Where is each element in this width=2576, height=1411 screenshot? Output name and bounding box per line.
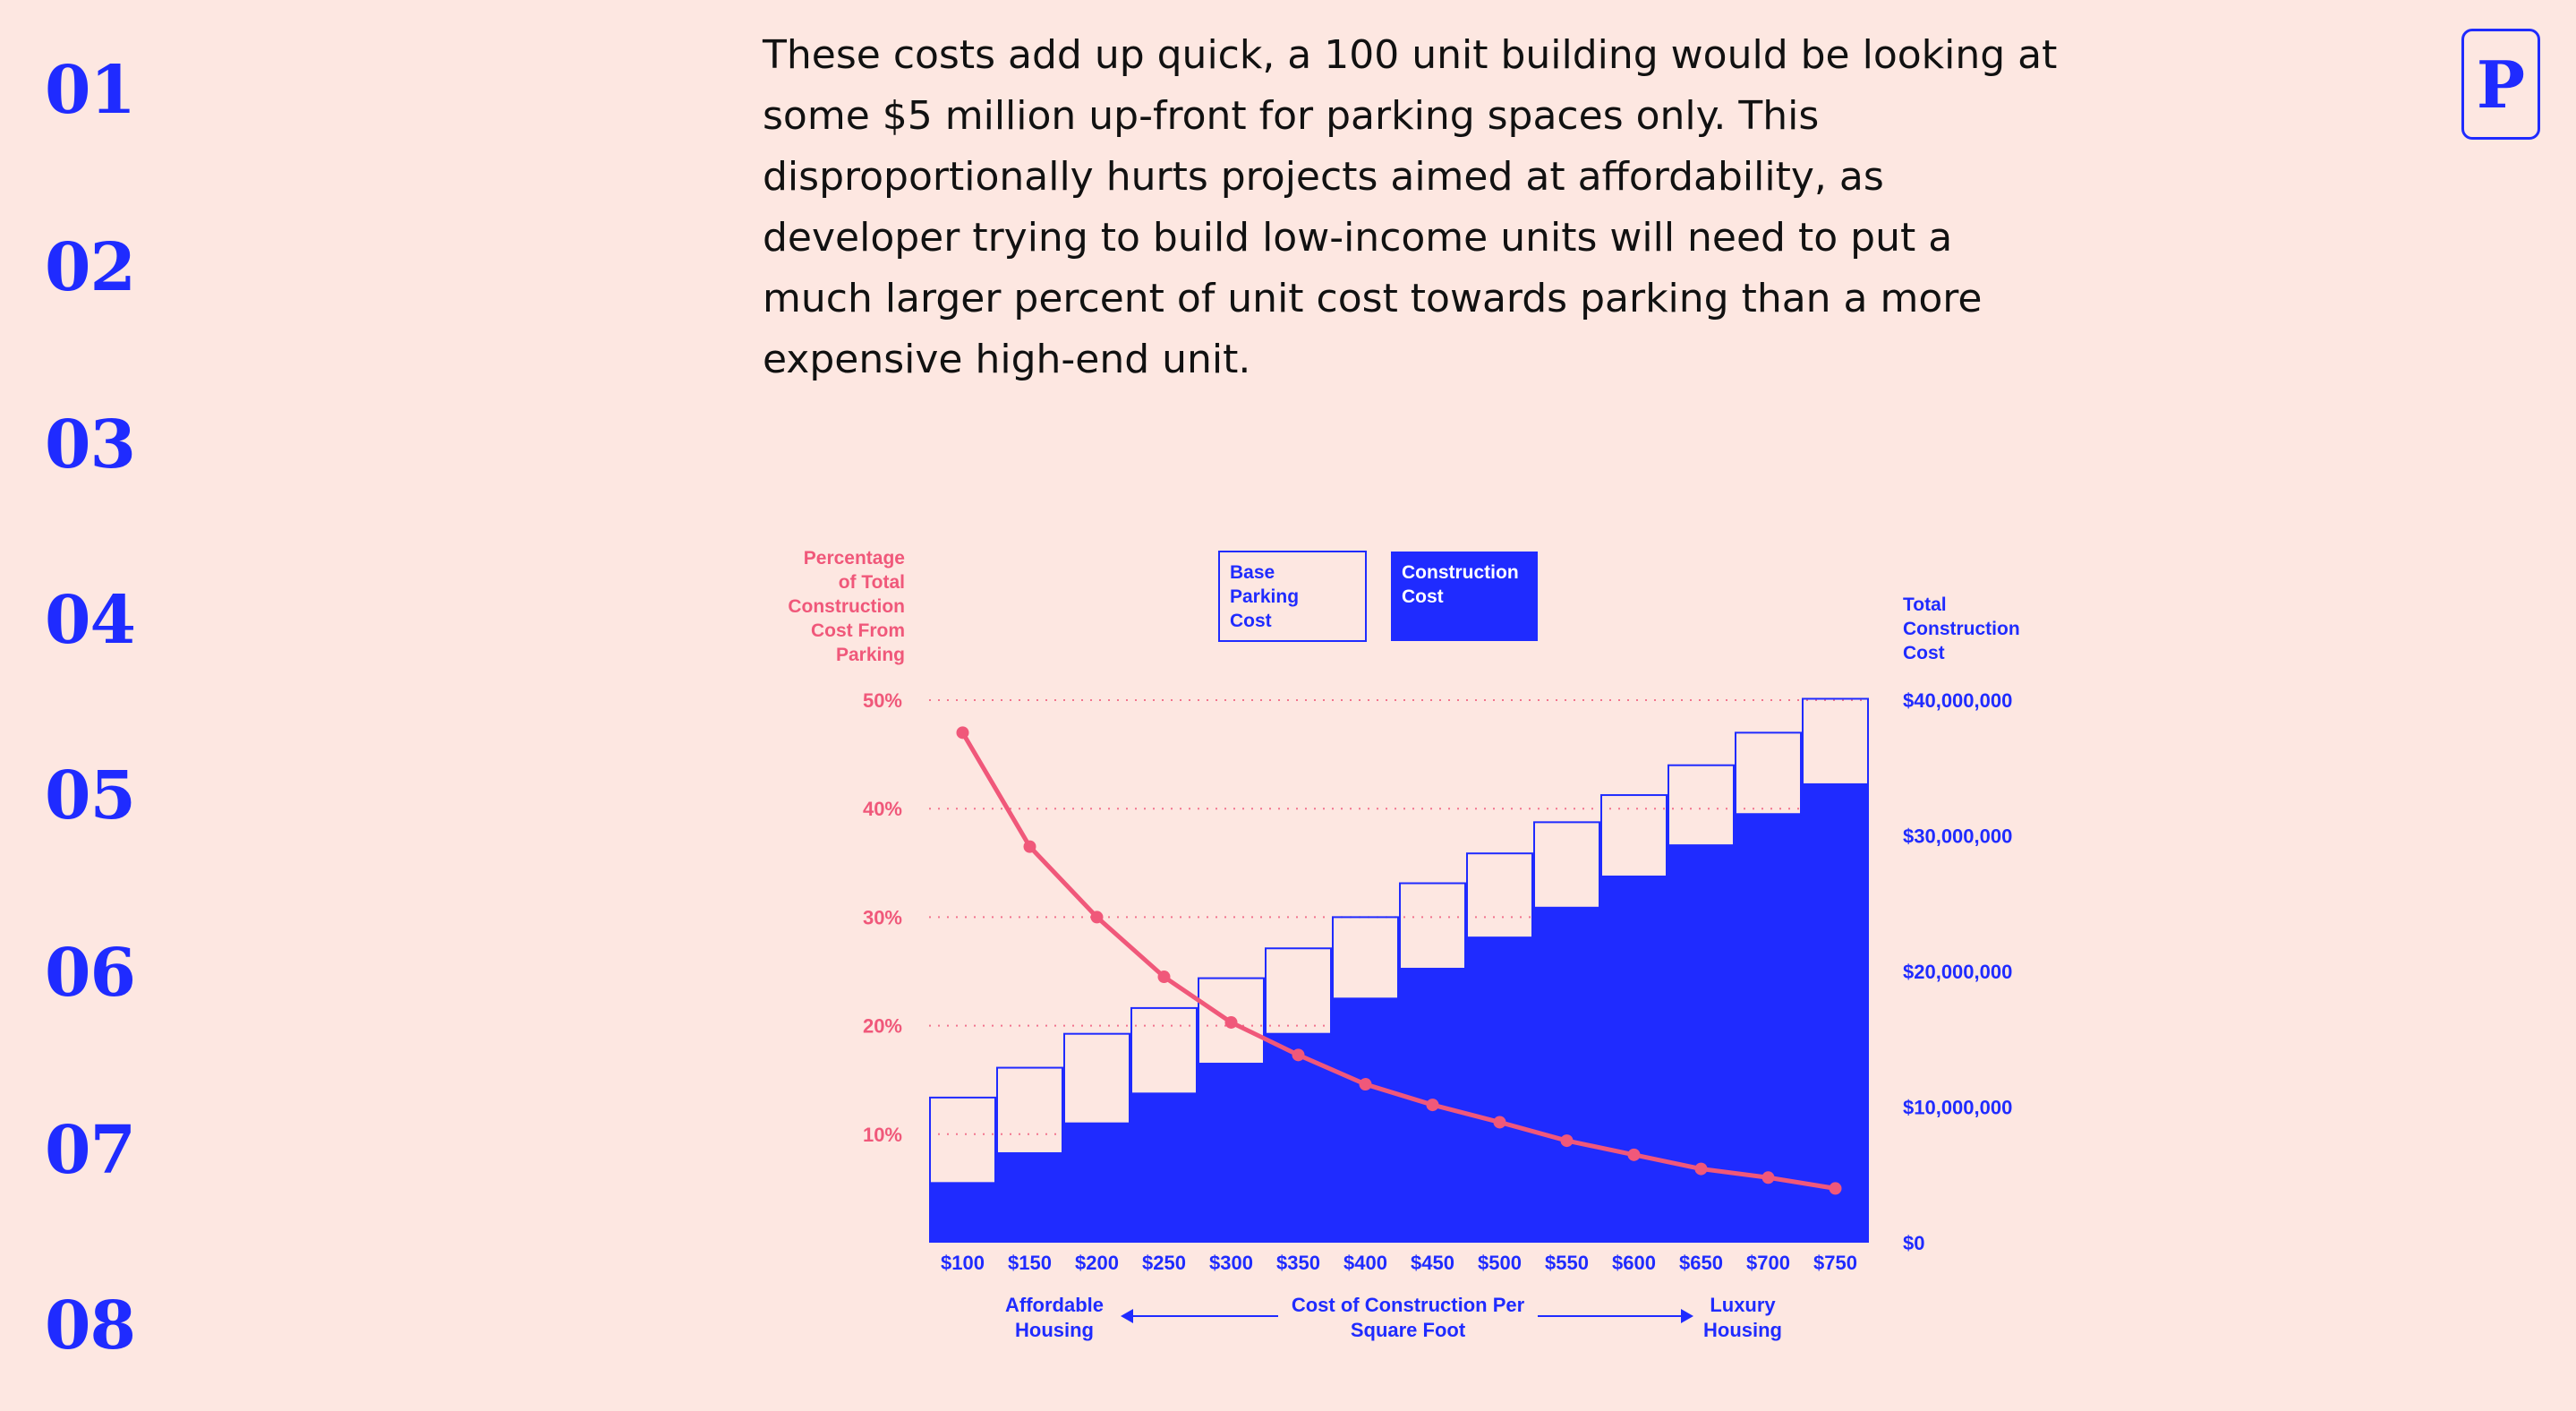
bar-construction-cost	[1063, 1123, 1130, 1243]
x-axis-tick-label: $100	[941, 1252, 985, 1274]
x-axis-tick-label: $700	[1746, 1252, 1790, 1274]
bar-base-parking-cost	[1332, 916, 1399, 1000]
right-axis-tick-label: $0	[1903, 1232, 1924, 1254]
percentage-point	[1157, 971, 1171, 984]
bar-construction-cost	[1600, 876, 1668, 1243]
bar-construction-cost	[1265, 1033, 1332, 1243]
x-axis-title: Cost of Construction Per Square Foot	[1292, 1294, 1525, 1341]
annotation-affordable-housing: Affordable Housing	[1005, 1294, 1104, 1341]
x-axis-tick-label: $600	[1612, 1252, 1656, 1274]
bar-base-parking-cost	[996, 1066, 1063, 1155]
bar-base-parking-cost	[1063, 1032, 1130, 1125]
right-axis-tick-label: $40,000,000	[1903, 689, 2012, 712]
percentage-point	[1224, 1015, 1238, 1029]
percentage-point	[1761, 1171, 1775, 1184]
nav-item-06[interactable]: 06	[45, 935, 136, 1012]
annotation-luxury-housing: Luxury Housing	[1703, 1294, 1782, 1341]
body-paragraph: These costs add up quick, a 100 unit bui…	[763, 32, 2058, 382]
bar-construction-cost	[1466, 937, 1533, 1243]
percentage-point	[1359, 1078, 1372, 1091]
bar-construction-cost	[1802, 783, 1869, 1243]
bar-construction-cost	[1668, 845, 1735, 1243]
percentage-point	[1560, 1134, 1574, 1148]
nav-item-03[interactable]: 03	[45, 406, 136, 483]
legend-swatch-base-parking-cost	[1218, 551, 1367, 642]
bar-construction-cost	[1533, 907, 1600, 1243]
x-axis-tick-label: $150	[1008, 1252, 1052, 1274]
nav-item-05[interactable]: 05	[45, 757, 136, 834]
right-axis-tick-label: $30,000,000	[1903, 825, 2012, 848]
percentage-line	[960, 731, 1836, 1191]
percentage-point	[1694, 1162, 1708, 1176]
legend-label-construction-cost: Construction Cost	[1402, 562, 1519, 607]
x-axis-tick-label: $350	[1276, 1252, 1320, 1274]
nav-item-04[interactable]: 04	[45, 582, 136, 659]
left-axis-tick-label: 30%	[863, 906, 902, 928]
arrow-left-icon	[1121, 1309, 1133, 1323]
x-axis-tick-label: $650	[1679, 1252, 1723, 1274]
bar-construction-cost	[929, 1183, 996, 1243]
bar-construction-cost	[996, 1153, 1063, 1243]
right-axis-tick-label: $10,000,000	[1903, 1097, 2012, 1119]
nav-item-08[interactable]: 08	[45, 1287, 136, 1364]
bar-base-parking-cost	[1668, 764, 1735, 847]
bar-base-parking-cost	[1802, 697, 1869, 785]
bar-base-parking-cost	[1600, 794, 1668, 877]
x-axis-tick-label: $300	[1209, 1252, 1253, 1274]
bar-construction-cost	[1735, 814, 1802, 1243]
bar-base-parking-cost	[1466, 852, 1533, 939]
bar-base-parking-cost	[1198, 977, 1265, 1065]
nav-item-07[interactable]: 07	[45, 1112, 136, 1189]
bar-base-parking-cost	[1533, 821, 1600, 909]
x-axis-tick-label: $750	[1813, 1252, 1857, 1274]
p-logo-icon[interactable]: P	[2461, 29, 2540, 140]
right-axis-tick-label: $20,000,000	[1903, 961, 2012, 983]
bar-base-parking-cost	[1130, 1006, 1198, 1095]
bar-construction-cost	[1198, 1064, 1265, 1243]
x-axis-tick-label: $200	[1075, 1252, 1119, 1274]
nav-item-02[interactable]: 02	[45, 229, 136, 306]
percentage-point	[1493, 1116, 1506, 1129]
percentage-point	[1426, 1099, 1439, 1112]
x-axis-tick-label: $400	[1343, 1252, 1387, 1274]
left-axis-tick-label: 10%	[863, 1124, 902, 1146]
left-axis-title: Percentage of Total Construction Cost From P…	[788, 548, 905, 665]
percentage-point	[1023, 840, 1036, 853]
percentage-point	[1829, 1182, 1842, 1195]
bar-base-parking-cost	[1265, 947, 1332, 1035]
x-axis-tick-label: $500	[1478, 1252, 1522, 1274]
percentage-point	[1292, 1048, 1305, 1062]
percentage-point	[1627, 1148, 1641, 1161]
right-axis-title: Total Construction Cost	[1903, 594, 2020, 663]
left-axis-tick-label: 40%	[863, 798, 902, 820]
legend-swatch-construction-cost	[1391, 552, 1538, 641]
legend-label-base-parking-cost: Base Parking Cost	[1230, 562, 1299, 631]
percentage-point	[956, 726, 969, 740]
left-axis-tick-label: 20%	[863, 1015, 902, 1038]
left-axis-tick-label: 50%	[863, 689, 902, 712]
nav-item-01[interactable]: 01	[45, 52, 136, 129]
x-axis-tick-label: $450	[1411, 1252, 1454, 1274]
bar-base-parking-cost	[929, 1096, 996, 1184]
percentage-point	[1090, 911, 1104, 924]
x-axis-tick-label: $550	[1545, 1252, 1589, 1274]
x-axis-tick-label: $250	[1142, 1252, 1186, 1274]
bar-base-parking-cost	[1735, 731, 1802, 816]
arrow-right-icon	[1681, 1309, 1693, 1323]
bar-base-parking-cost	[1399, 882, 1466, 970]
bar-construction-cost	[1332, 998, 1399, 1243]
bar-construction-cost	[1130, 1093, 1198, 1243]
